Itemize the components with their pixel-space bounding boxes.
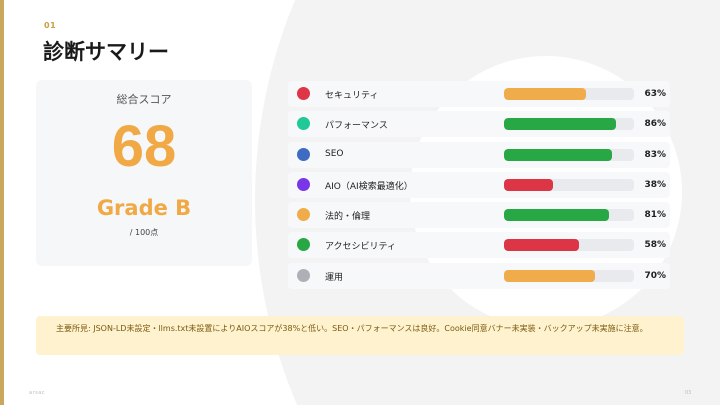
progress-fill <box>504 209 610 222</box>
page-title: 診断サマリー <box>43 40 169 64</box>
score-label: 総合スコア <box>116 93 172 106</box>
progress-bar <box>504 118 634 131</box>
status-dot-icon <box>297 87 310 100</box>
status-dot-icon <box>297 147 310 161</box>
progress-fill <box>504 239 580 252</box>
category-label: アクセシビリティ <box>325 242 397 253</box>
page-number: 03 <box>685 390 692 396</box>
category-percent: 83% <box>644 149 666 160</box>
status-dot-icon <box>297 238 310 252</box>
category-score-list: セキュリティ 63% パフォーマンス 86% SEO 83% AIO（AI検索最… <box>288 81 670 293</box>
footer-brand: arsac <box>29 390 46 396</box>
progress-fill <box>504 88 586 100</box>
progress-fill <box>504 269 595 282</box>
key-findings-callout: 主要所見: JSON-LD未設定・llms.txt未設置によりAIOスコアが38… <box>36 316 684 355</box>
progress-bar <box>504 209 634 222</box>
overall-score-card: 総合スコア 68 Grade B / 100点 <box>36 80 252 266</box>
progress-bar <box>504 178 634 191</box>
progress-fill <box>504 178 554 191</box>
category-row-seo: SEO 83% <box>288 141 670 168</box>
progress-bar <box>504 148 634 161</box>
category-percent: 58% <box>644 240 666 251</box>
category-row-legal-ethics: 法的・倫理 81% <box>288 202 670 229</box>
progress-fill <box>504 118 616 131</box>
category-row-performance: パフォーマンス 86% <box>288 111 670 138</box>
category-label: セキュリティ <box>325 91 379 101</box>
category-percent: 70% <box>644 270 666 281</box>
category-percent: 63% <box>644 89 666 99</box>
status-dot-icon <box>297 208 310 222</box>
category-label: 法的・倫理 <box>325 212 371 223</box>
category-label: AIO（AI検索最適化） <box>325 181 413 192</box>
category-percent: 81% <box>644 210 666 221</box>
section-number: 01 <box>44 21 57 30</box>
category-label: 運用 <box>325 272 344 283</box>
category-percent: 86% <box>644 119 666 130</box>
status-dot-icon <box>297 117 310 131</box>
accent-side-bar <box>0 0 4 405</box>
progress-bar <box>504 269 634 282</box>
progress-fill <box>504 148 612 161</box>
progress-bar <box>504 239 634 252</box>
score-max: / 100点 <box>129 228 159 237</box>
category-row-accessibility: アクセシビリティ 58% <box>288 232 670 259</box>
status-dot-icon <box>297 268 310 282</box>
category-percent: 38% <box>644 179 666 190</box>
progress-bar <box>504 88 634 100</box>
grade-label: Grade B <box>96 196 192 220</box>
category-row-security: セキュリティ 63% <box>288 81 670 107</box>
category-row-operations: 運用 70% <box>288 262 670 289</box>
status-dot-icon <box>297 177 310 191</box>
category-row-aio: AIO（AI検索最適化） 38% <box>288 171 670 198</box>
category-label: パフォーマンス <box>325 121 388 132</box>
category-label: SEO <box>325 148 344 159</box>
score-value: 68 <box>111 114 177 179</box>
